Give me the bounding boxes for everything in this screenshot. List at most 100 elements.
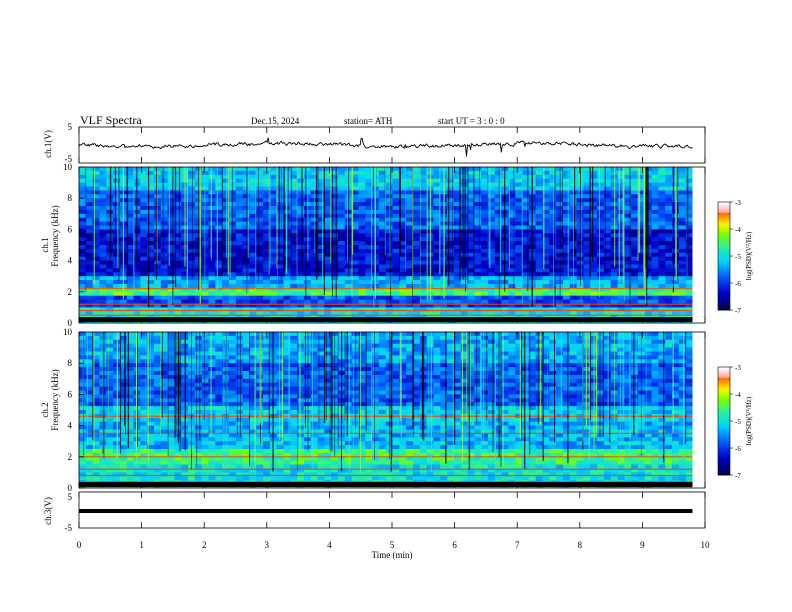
spectrogram-cell — [85, 245, 93, 250]
spectrogram-cell — [106, 468, 114, 473]
spectrogram-cell — [522, 264, 530, 269]
spectrogram-cell — [303, 276, 312, 281]
spectrogram-cell — [208, 374, 216, 380]
spectrogram-cell — [494, 245, 502, 250]
spectrogram-cell — [508, 241, 516, 246]
spectrogram-cell — [303, 284, 312, 289]
spectrogram-cell — [338, 264, 346, 269]
spectrogram-cell — [215, 371, 223, 376]
spectrogram-cell — [522, 291, 530, 296]
spectrogram-cell — [556, 186, 564, 191]
spectrogram-cell — [160, 347, 168, 352]
spectrogram-cell — [453, 190, 462, 195]
spectrogram-cell — [228, 421, 237, 426]
spectrogram-cell — [188, 202, 196, 207]
spectrogram-cell — [113, 190, 121, 195]
spectrogram-cell — [222, 374, 230, 380]
spectrogram-cell — [392, 241, 400, 246]
spectrogram-cell — [562, 209, 571, 215]
spectrogram-cell — [256, 186, 264, 191]
spectrogram-cell — [297, 264, 305, 269]
spectrogram-cell — [85, 252, 93, 257]
start-time-label: start UT = 3 : 0 : 0 — [438, 116, 505, 126]
spectrogram-cell — [617, 174, 625, 179]
spectrogram-cell — [508, 209, 516, 215]
spectrogram-cell — [522, 260, 530, 265]
spectrogram-cell — [487, 217, 496, 222]
spectrogram-cell — [167, 170, 175, 176]
spectrogram-cell — [194, 402, 202, 407]
spectrogram-cell — [508, 307, 516, 312]
spectrogram-cell — [126, 284, 134, 289]
spectrogram-cell — [269, 194, 277, 199]
spectrogram-cell — [153, 241, 162, 246]
spectrogram-cell — [385, 295, 393, 300]
spectrogram-cell — [562, 202, 571, 207]
spectrogram-cell — [651, 276, 659, 281]
spectrogram-cell — [637, 264, 646, 269]
spectrogram-cell — [106, 260, 114, 265]
spectrogram-cell — [597, 198, 605, 203]
spectrogram-cell — [174, 202, 182, 207]
spectrogram-cell — [678, 272, 686, 277]
spectrogram-cell — [576, 303, 584, 308]
spectrogram-cell — [263, 359, 271, 364]
spectrogram-cell — [331, 295, 339, 300]
spectrogram-cell — [133, 284, 141, 289]
spectrogram-cell — [174, 280, 182, 285]
spectrogram-cell — [413, 237, 421, 242]
spectrogram-cell — [167, 198, 175, 203]
spectrogram-cell — [235, 456, 243, 461]
spectrogram-cell — [624, 225, 632, 230]
spectrogram-cell — [447, 284, 455, 289]
spectrogram-cell — [106, 390, 114, 395]
spectrogram-cell — [590, 307, 598, 312]
spectrogram-cell — [440, 311, 448, 316]
spectrogram-cell — [467, 190, 475, 195]
spectrogram-cell — [153, 167, 162, 172]
spectrogram-cell — [351, 186, 359, 191]
spectrogram-cell — [522, 272, 530, 277]
spectrogram-cell — [658, 198, 666, 203]
spectrogram-cell — [303, 311, 312, 316]
spectrogram-cell — [140, 174, 148, 179]
spectrogram-cell — [140, 245, 148, 250]
spectrogram-cell — [194, 351, 202, 356]
spectrogram-cell — [474, 307, 482, 312]
spectrogram-cell — [194, 460, 202, 465]
spectrogram-cell — [188, 194, 196, 199]
spectrogram-cell — [228, 307, 237, 312]
spectrogram-cell — [631, 237, 639, 242]
spectrogram-cell — [263, 198, 271, 203]
spectrogram-cell — [392, 206, 400, 211]
spectrogram-cell — [535, 209, 543, 215]
spectrogram-cell — [658, 245, 666, 250]
spectrogram-cell — [447, 190, 455, 195]
spectrogram-cell — [85, 268, 93, 273]
spectrogram-cell — [378, 229, 387, 234]
spectrogram-cell — [249, 449, 257, 454]
spectrogram-cell — [549, 280, 557, 285]
spectrogram-cell — [651, 287, 659, 293]
spectrogram-cell — [147, 225, 155, 230]
spectrogram-cell — [242, 245, 250, 250]
spectrogram-cell — [188, 170, 196, 176]
spectrogram-cell — [119, 351, 128, 356]
spectrogram-cell — [358, 170, 366, 176]
spectrogram-cell — [99, 460, 107, 465]
spectrogram-cell — [351, 252, 359, 257]
spectrogram-cell — [242, 429, 250, 434]
spectrogram-cell — [515, 174, 523, 179]
spectrogram-cell — [201, 417, 209, 422]
spectrogram-cell — [228, 272, 237, 277]
spectrogram-cell — [249, 256, 257, 261]
spectrogram-cell — [276, 245, 284, 250]
spectrogram-cell — [678, 198, 686, 203]
spectrogram-cell — [106, 186, 114, 191]
spectrogram-cell — [276, 252, 284, 257]
spectrogram-cell — [242, 367, 250, 372]
spectrogram-cell — [576, 276, 584, 281]
spectrogram-cell — [617, 170, 625, 176]
spectrogram-cell — [263, 206, 271, 211]
spectrogram-cell — [351, 209, 359, 215]
